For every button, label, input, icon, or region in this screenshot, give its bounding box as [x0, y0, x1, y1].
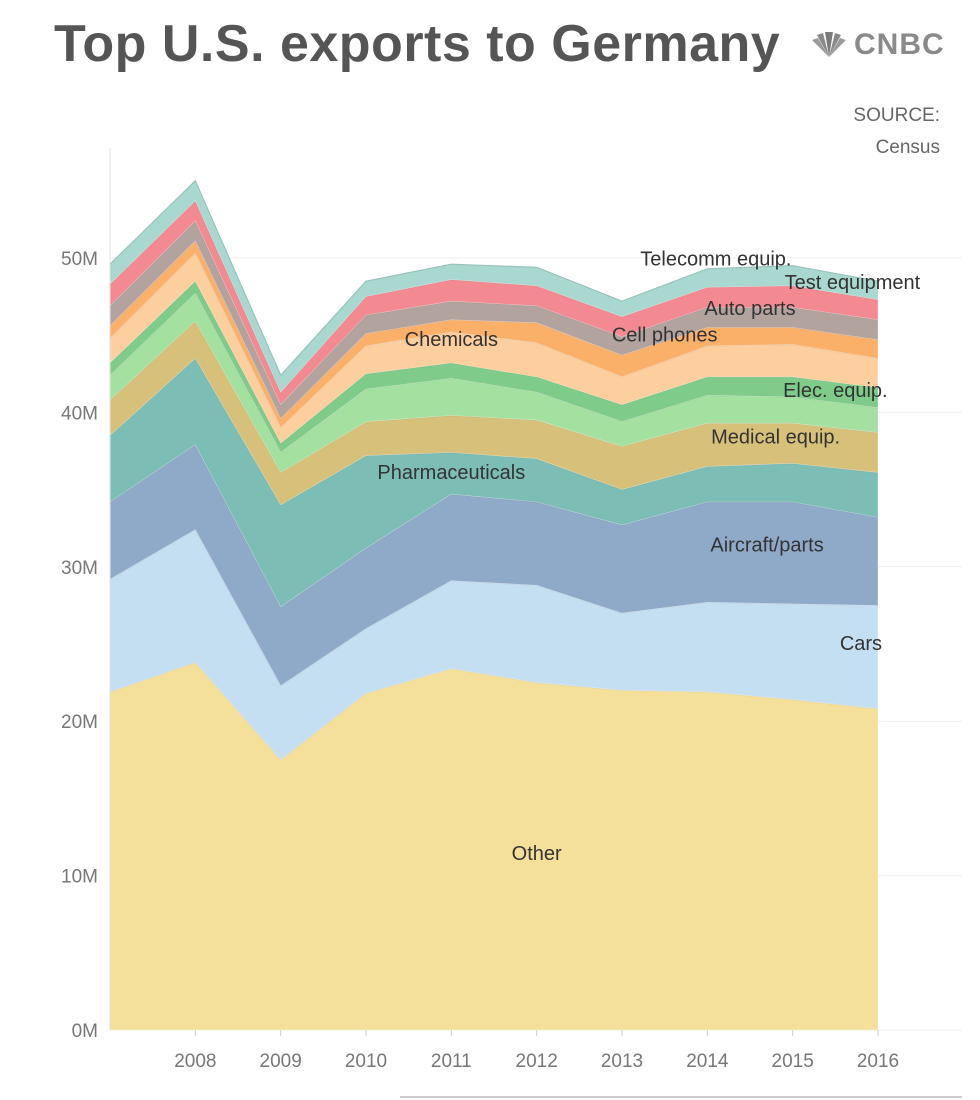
label-medical-equip: Medical equip. [711, 426, 840, 448]
x-tick-label: 2016 [857, 1051, 899, 1072]
label-aircraft-parts: Aircraft/parts [710, 534, 823, 556]
logo-wordmark: CNBC [854, 28, 945, 61]
label-auto-parts: Auto parts [704, 298, 795, 320]
y-tick-label: 50M [61, 249, 98, 270]
label-telecomm-equip: Telecomm equip. [640, 249, 791, 271]
source-note: SOURCE: Census [853, 100, 940, 164]
y-tick-label: 20M [61, 712, 98, 733]
label-elec-equip: Elec. equip. [783, 380, 888, 402]
label-chemicals: Chemicals [405, 329, 498, 351]
area-labels: Other Cars Aircraft/parts Pharmaceuticals Me… [377, 249, 920, 865]
area-series [109, 179, 879, 1031]
x-tick-label: 2012 [516, 1051, 558, 1072]
label-test-equipment: Test equipment [785, 272, 921, 294]
y-tick-label: 0M [72, 1021, 98, 1042]
y-tick-label: 30M [61, 558, 98, 579]
x-tick-label: 2008 [174, 1051, 216, 1072]
area-edge-top-band [109, 179, 879, 377]
y-tick-label: 40M [61, 403, 98, 424]
label-cars: Cars [840, 633, 882, 655]
x-tick-label: 2013 [601, 1051, 643, 1072]
chart-title: Top U.S. exports to Germany [54, 15, 781, 73]
x-tick-label: 2011 [431, 1051, 472, 1072]
x-tick-label: 2014 [686, 1051, 729, 1072]
label-other: Other [512, 843, 562, 865]
label-pharmaceuticals: Pharmaceuticals [377, 462, 525, 484]
y-tick-label: 10M [61, 867, 98, 888]
x-tick-label: 2010 [345, 1051, 387, 1072]
x-tick-label: 2009 [260, 1051, 302, 1072]
label-cell-phones: Cell phones [612, 324, 718, 346]
peacock-icon [812, 32, 846, 57]
source-label: SOURCE: [853, 105, 940, 126]
cnbc-logo: CNBC [810, 28, 945, 62]
x-tick-label: 2015 [772, 1051, 814, 1072]
area-other [109, 662, 879, 1031]
source-name: Census [875, 137, 940, 158]
axes: 0M 10M 20M 30M 40M 50M 2008 2009 2010 2011 2012 201… [61, 148, 962, 1098]
